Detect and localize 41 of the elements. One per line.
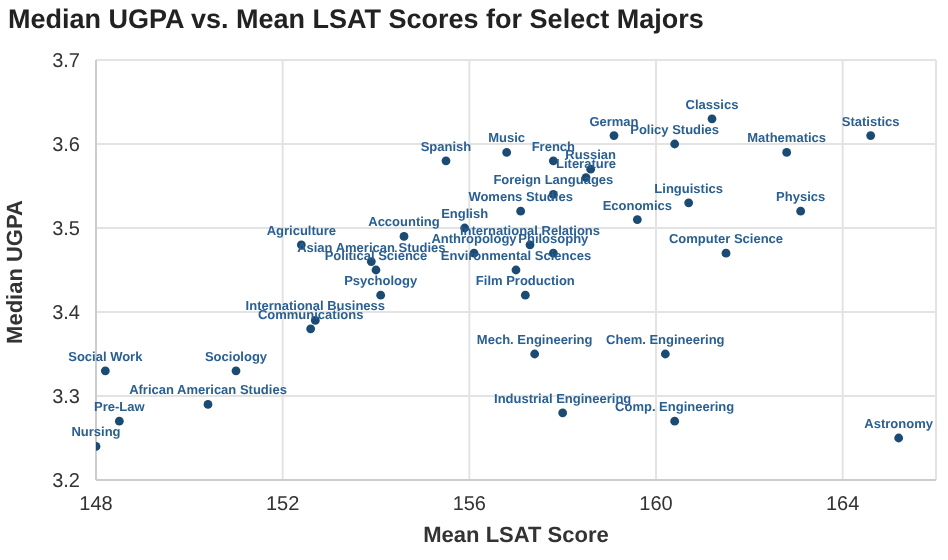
point [530, 349, 540, 359]
point [502, 148, 512, 157]
point [632, 215, 642, 224]
point [520, 290, 530, 300]
point [114, 416, 124, 426]
point [670, 416, 680, 426]
point [660, 349, 670, 359]
x-tick-label: 152 [265, 494, 301, 517]
point [684, 198, 694, 208]
point [670, 139, 680, 149]
y-tick-label: 3.3 [52, 387, 81, 410]
point [866, 131, 876, 140]
y-axis-title: Median UGPA [4, 200, 28, 344]
point [609, 131, 619, 140]
point [399, 232, 409, 241]
y-tick-label: 3.2 [52, 471, 81, 494]
x-tick-label: 148 [79, 494, 114, 517]
point [558, 408, 568, 418]
y-tick-label: 3.6 [52, 135, 81, 158]
y-tick-label: 3.5 [52, 219, 81, 242]
point [441, 156, 451, 166]
point [511, 265, 521, 275]
y-tick-label: 3.7 [52, 51, 81, 74]
x-tick-label: 160 [639, 494, 674, 517]
x-tick-label: 164 [825, 494, 861, 517]
point [894, 433, 904, 443]
point [376, 290, 386, 300]
point [516, 206, 526, 216]
x-axis-title: Mean LSAT Score [421, 524, 611, 548]
x-tick-label: 156 [452, 494, 487, 517]
point [707, 114, 717, 124]
point [231, 366, 241, 376]
chart-title: Median UGPA vs. Mean LSAT Scores for Select Majors [8, 4, 704, 34]
point [721, 248, 731, 258]
point [782, 148, 792, 157]
point [371, 265, 381, 275]
point [796, 206, 806, 216]
point [203, 400, 213, 409]
point [100, 366, 110, 376]
point [306, 324, 316, 334]
y-tick-label: 3.4 [52, 303, 81, 326]
